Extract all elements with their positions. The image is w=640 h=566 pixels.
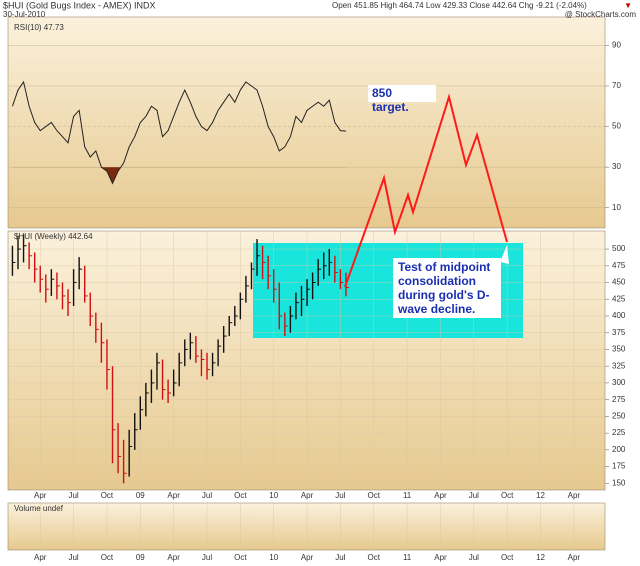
y-tick-label: 175 — [612, 462, 626, 471]
x-tick-label: Apr — [301, 491, 314, 500]
rsi-title: RSI(10) 47.73 — [14, 23, 64, 32]
y-tick-label: 200 — [612, 445, 626, 454]
y-tick-label: 350 — [612, 345, 626, 354]
y-tick-label: 325 — [612, 361, 626, 370]
x-tick-label: Apr — [434, 491, 447, 500]
y-tick-label: 375 — [612, 328, 626, 337]
x-tick-label: Apr — [167, 553, 180, 562]
x-tick-label: 09 — [136, 491, 145, 500]
header-date: 30-Jul-2010 — [3, 10, 46, 19]
y-tick-label: 250 — [612, 411, 626, 420]
y-tick-label: 30 — [612, 162, 621, 171]
projection-line — [344, 93, 508, 288]
x-tick-label: Apr — [34, 491, 47, 500]
y-tick-label: 450 — [612, 278, 626, 287]
y-tick-label: 300 — [612, 378, 626, 387]
y-tick-label: 275 — [612, 395, 626, 404]
x-tick-label: Oct — [101, 553, 114, 562]
volume-panel — [7, 502, 606, 551]
x-tick-label: Apr — [434, 553, 447, 562]
y-tick-label: 150 — [612, 478, 626, 487]
header-quote: Open 451.85 High 464.74 Low 429.33 Close… — [332, 1, 587, 10]
x-tick-label: Jul — [68, 553, 78, 562]
x-tick-label: Apr — [568, 491, 581, 500]
x-tick-label: Oct — [501, 553, 514, 562]
note-pointer — [500, 245, 509, 264]
y-tick-label: 50 — [612, 122, 621, 131]
x-tick-label: Jul — [202, 553, 212, 562]
y-tick-label: 90 — [612, 41, 621, 50]
y-tick-label: 500 — [612, 244, 626, 253]
header-arrow: ▼ — [624, 1, 632, 10]
rsi-panel — [7, 16, 606, 229]
y-tick-label: 425 — [612, 294, 626, 303]
x-tick-label: Apr — [568, 553, 581, 562]
x-tick-label: 11 — [403, 491, 412, 500]
x-tick-label: 10 — [269, 553, 278, 562]
x-tick-label: Oct — [501, 491, 514, 500]
target-note: 850 target. — [368, 85, 436, 114]
x-tick-label: Oct — [368, 553, 381, 562]
y-tick-label: 225 — [612, 428, 626, 437]
x-tick-label: Jul — [469, 491, 479, 500]
x-tick-label: Oct — [101, 491, 114, 500]
y-tick-label: 475 — [612, 261, 626, 270]
plot: 10 30 50 70 90 150 175 200 225 250 275 300 325 350 375… — [8, 41, 626, 562]
x-tick-label: Apr — [34, 553, 47, 562]
x-tick-label: Jul — [335, 491, 345, 500]
x-tick-label: Oct — [368, 491, 381, 500]
x-tick-label: Oct — [234, 491, 247, 500]
x-tick-label: Jul — [469, 553, 479, 562]
x-tick-label: 09 — [136, 553, 145, 562]
x-tick-label: 10 — [269, 491, 278, 500]
y-tick-label: 10 — [612, 203, 621, 212]
x-tick-label: Apr — [167, 491, 180, 500]
y-tick-label: 400 — [612, 311, 626, 320]
x-tick-label: Oct — [234, 553, 247, 562]
x-tick-label: Apr — [301, 553, 314, 562]
price-title: $HUI (Weekly) 442.64 — [14, 232, 93, 241]
volume-title: Volume undef — [14, 504, 64, 513]
x-tick-label: 12 — [536, 491, 545, 500]
header-source: @ StockCharts.com — [565, 10, 637, 19]
x-tick-label: 12 — [536, 553, 545, 562]
x-tick-label: Jul — [68, 491, 78, 500]
header-title: $HUI (Gold Bugs Index - AMEX) INDX — [3, 0, 156, 10]
x-tick-label: Jul — [335, 553, 345, 562]
x-tick-label: 11 — [403, 553, 412, 562]
consolidation-note: Test of midpoint consolidation during go… — [393, 258, 501, 318]
rsi-line — [11, 80, 347, 185]
x-tick-label: Jul — [202, 491, 212, 500]
y-tick-label: 70 — [612, 81, 621, 90]
